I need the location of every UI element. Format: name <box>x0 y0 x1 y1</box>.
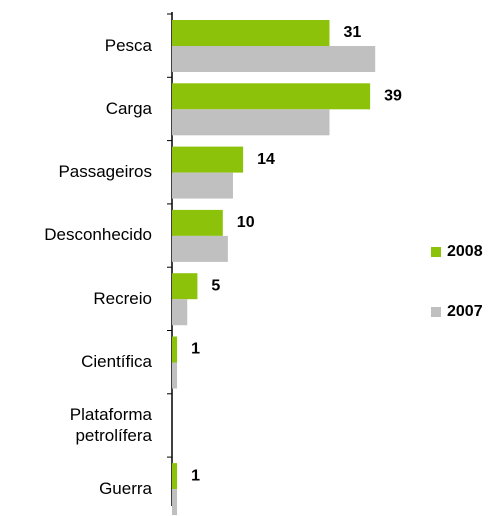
legend-swatch <box>431 307 441 317</box>
category-label: Guerra <box>99 478 152 498</box>
value-label: 10 <box>237 214 255 231</box>
category-label: Científica <box>81 352 152 371</box>
category-label: Desconhecido <box>44 225 152 245</box>
bar <box>172 83 371 110</box>
bar <box>172 362 178 389</box>
bar <box>172 336 178 363</box>
bar <box>172 299 188 326</box>
bar <box>172 209 223 236</box>
value-label: 39 <box>384 88 402 105</box>
bar <box>172 146 244 173</box>
bar <box>172 463 178 490</box>
value-label: 31 <box>343 24 361 41</box>
bar <box>172 109 330 136</box>
legend-label: 2007 <box>447 303 483 320</box>
legend-swatch <box>431 247 441 257</box>
category-label: Recreio <box>93 288 152 308</box>
bar <box>172 235 228 262</box>
value-label: 1 <box>191 467 200 484</box>
value-label: 5 <box>211 277 220 294</box>
bar <box>172 489 178 516</box>
category-label: Passageiros <box>58 162 152 182</box>
category-label: Pesca <box>104 35 152 55</box>
category-label: Plataforma petrolífera <box>69 404 152 445</box>
value-label: 14 <box>257 151 275 168</box>
bar <box>172 172 233 199</box>
bar <box>172 20 330 46</box>
category-label: Carga <box>105 98 152 118</box>
bar <box>172 46 376 72</box>
bar <box>172 273 198 300</box>
value-label: 1 <box>191 341 200 358</box>
legend-label: 2008 <box>447 243 483 260</box>
